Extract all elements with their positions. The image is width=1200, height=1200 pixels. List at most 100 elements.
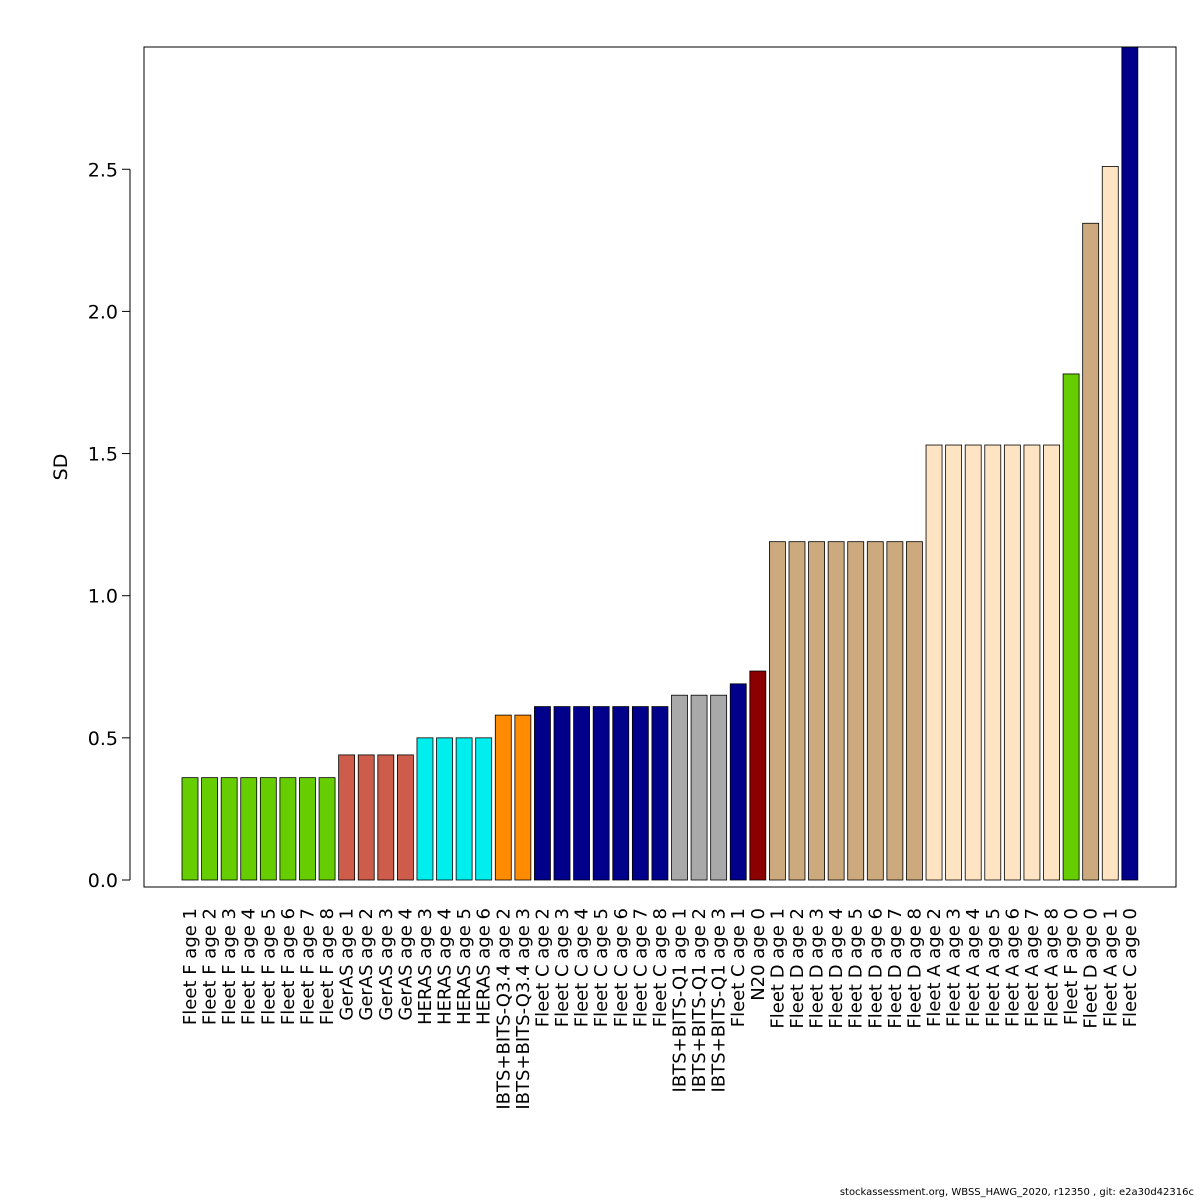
y-axis-label: SD xyxy=(50,454,72,481)
x-tick-label: N20 age 0 xyxy=(748,908,769,1001)
x-tick-label: Fleet A age 1 xyxy=(1100,908,1121,1027)
bar xyxy=(1062,373,1080,881)
bar xyxy=(220,777,238,881)
x-tick-label: GerAS age 4 xyxy=(395,908,416,1021)
x-tick-label: Fleet C age 0 xyxy=(1120,908,1141,1027)
x-tick-label: IBTS+BITS-Q3.4 age 3 xyxy=(513,908,534,1110)
x-tick-label: Fleet D age 2 xyxy=(787,908,808,1029)
bar xyxy=(631,706,649,881)
x-tick-label: Fleet F age 1 xyxy=(180,908,201,1025)
plot-frame xyxy=(143,46,1177,888)
x-tick-label: Fleet F age 6 xyxy=(278,908,299,1025)
x-tick-label: Fleet A age 3 xyxy=(944,908,965,1027)
bar xyxy=(769,541,786,881)
bar xyxy=(945,444,963,881)
x-tick-label: HERAS age 4 xyxy=(435,908,456,1025)
bar xyxy=(808,541,825,881)
bar xyxy=(240,777,258,881)
x-tick-label: Fleet C age 7 xyxy=(630,908,651,1027)
bar xyxy=(925,444,943,881)
y-tick-label: 2.5 xyxy=(88,159,118,181)
x-tick-label: Fleet D age 5 xyxy=(846,908,867,1029)
bar xyxy=(984,444,1002,881)
bars-layer xyxy=(181,46,1139,881)
bar xyxy=(455,737,473,881)
footer-credit: stockassessment.org, WBSS_HAWG_2020, r12… xyxy=(839,1187,1194,1198)
x-tick-label: IBTS+BITS-Q1 age 2 xyxy=(689,908,710,1092)
bar xyxy=(1023,444,1041,881)
bar xyxy=(357,754,375,881)
bar xyxy=(1003,444,1021,881)
x-tick-label: Fleet F age 8 xyxy=(317,908,338,1025)
bar xyxy=(964,444,982,881)
x-tick-label: Fleet C age 6 xyxy=(611,908,632,1027)
y-tick-label: 1.5 xyxy=(88,444,118,466)
bar xyxy=(318,777,336,881)
bar xyxy=(553,706,571,881)
y-tick-label: 1.0 xyxy=(88,586,118,608)
x-tick-label: Fleet C age 3 xyxy=(552,908,573,1027)
x-tick-label: IBTS+BITS-Q1 age 1 xyxy=(670,908,691,1092)
bar xyxy=(671,694,688,881)
bar xyxy=(827,541,845,881)
bar xyxy=(573,706,590,881)
bar xyxy=(906,541,923,881)
x-tick-label: Fleet D age 0 xyxy=(1081,908,1102,1029)
bar xyxy=(612,706,630,881)
x-tick-label: Fleet A age 6 xyxy=(1002,908,1023,1027)
bar xyxy=(181,777,199,881)
x-tick-label: Fleet F age 4 xyxy=(239,908,260,1025)
x-tick-label: Fleet D age 1 xyxy=(767,908,788,1029)
x-tick-label: Fleet F age 5 xyxy=(258,908,279,1025)
bar xyxy=(534,706,551,881)
x-tick-label: Fleet C age 5 xyxy=(591,908,612,1027)
x-tick-label: Fleet A age 2 xyxy=(924,908,945,1027)
bar xyxy=(299,777,316,881)
y-tick-label: 0.0 xyxy=(88,870,118,892)
bar xyxy=(494,714,512,881)
bar xyxy=(279,777,297,881)
x-tick-label: GerAS age 1 xyxy=(337,908,358,1021)
x-tick-label: Fleet F age 3 xyxy=(219,908,240,1025)
x-tick-label: HERAS age 5 xyxy=(454,908,475,1025)
bar xyxy=(749,670,767,881)
bar xyxy=(690,694,708,881)
x-tick-label: IBTS+BITS-Q1 age 3 xyxy=(709,908,730,1092)
x-tick-label: Fleet D age 8 xyxy=(904,908,925,1029)
bar xyxy=(475,737,493,881)
bar xyxy=(788,541,806,881)
x-tick-label: Fleet C age 8 xyxy=(650,908,671,1027)
bar xyxy=(729,683,747,881)
bar xyxy=(396,754,414,881)
bar xyxy=(416,737,434,881)
x-tick-label: Fleet C age 2 xyxy=(532,908,553,1027)
x-tick-label: GerAS age 2 xyxy=(356,908,377,1021)
bar xyxy=(201,777,218,881)
x-tick-label: Fleet A age 7 xyxy=(1022,908,1043,1027)
x-tick-label: Fleet D age 6 xyxy=(865,908,886,1029)
x-tick-label: HERAS age 3 xyxy=(415,908,436,1025)
x-tick-label: Fleet A age 8 xyxy=(1042,908,1063,1027)
y-tick-label: 0.5 xyxy=(88,728,118,750)
bar xyxy=(886,541,904,881)
y-tick-label: 2.0 xyxy=(88,301,118,323)
bar xyxy=(1121,46,1139,881)
x-tick-label: Fleet D age 7 xyxy=(885,908,906,1029)
bar xyxy=(377,754,395,881)
bar xyxy=(847,541,865,881)
bar xyxy=(651,706,669,881)
x-tick-label: GerAS age 3 xyxy=(376,908,397,1021)
x-tick-label: Fleet A age 5 xyxy=(983,908,1004,1027)
x-tick-label: Fleet D age 3 xyxy=(807,908,828,1029)
x-tick-label: Fleet C age 4 xyxy=(572,908,593,1027)
x-tick-label: IBTS+BITS-Q3.4 age 2 xyxy=(493,908,514,1110)
x-tick-label: Fleet F age 2 xyxy=(200,908,221,1025)
bar xyxy=(710,694,728,881)
x-tick-label: Fleet F age 7 xyxy=(297,908,318,1025)
bar xyxy=(259,777,277,881)
bar xyxy=(1082,222,1100,881)
bar xyxy=(338,754,356,881)
x-tick-label: Fleet F age 0 xyxy=(1061,908,1082,1025)
